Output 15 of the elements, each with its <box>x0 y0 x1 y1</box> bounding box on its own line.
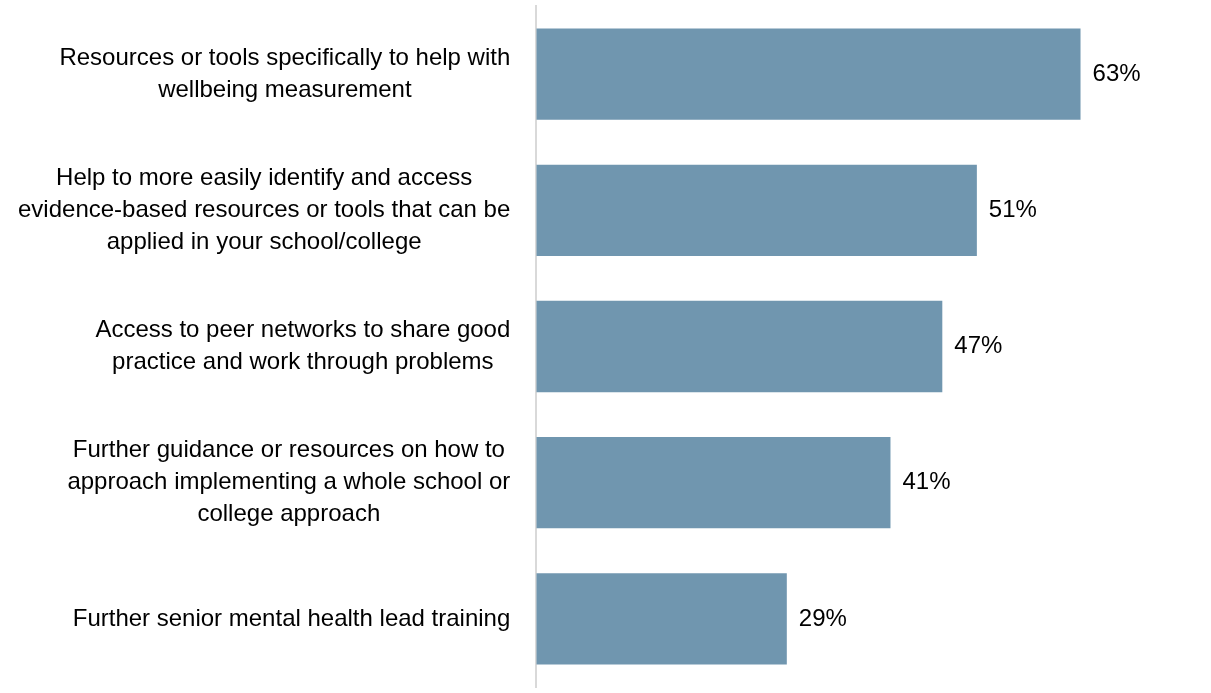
bar <box>536 573 787 665</box>
bar <box>536 164 977 256</box>
data-label: 63% <box>1092 58 1141 86</box>
y-tick-label: Further senior mental health lead training <box>72 603 511 631</box>
data-label: 41% <box>902 467 951 495</box>
y-tick-label: Access to peer networks to share good practice and work through problems <box>95 315 511 375</box>
data-label: 29% <box>798 603 847 631</box>
y-tick-label: Help to more easily identify and access evidence-based resources or tools that can be applied in your school/college <box>18 162 511 254</box>
data-label: 51% <box>988 194 1037 222</box>
bar <box>536 300 943 393</box>
data-label: 47% <box>954 331 1003 359</box>
bar <box>536 28 1081 120</box>
y-tick-label: Further guidance or resources on how to approach implementing a whole school or college approach <box>67 435 511 527</box>
y-tick-label: Resources or tools specifically to help with wellbeing measurement <box>59 42 511 102</box>
bar <box>536 437 891 529</box>
